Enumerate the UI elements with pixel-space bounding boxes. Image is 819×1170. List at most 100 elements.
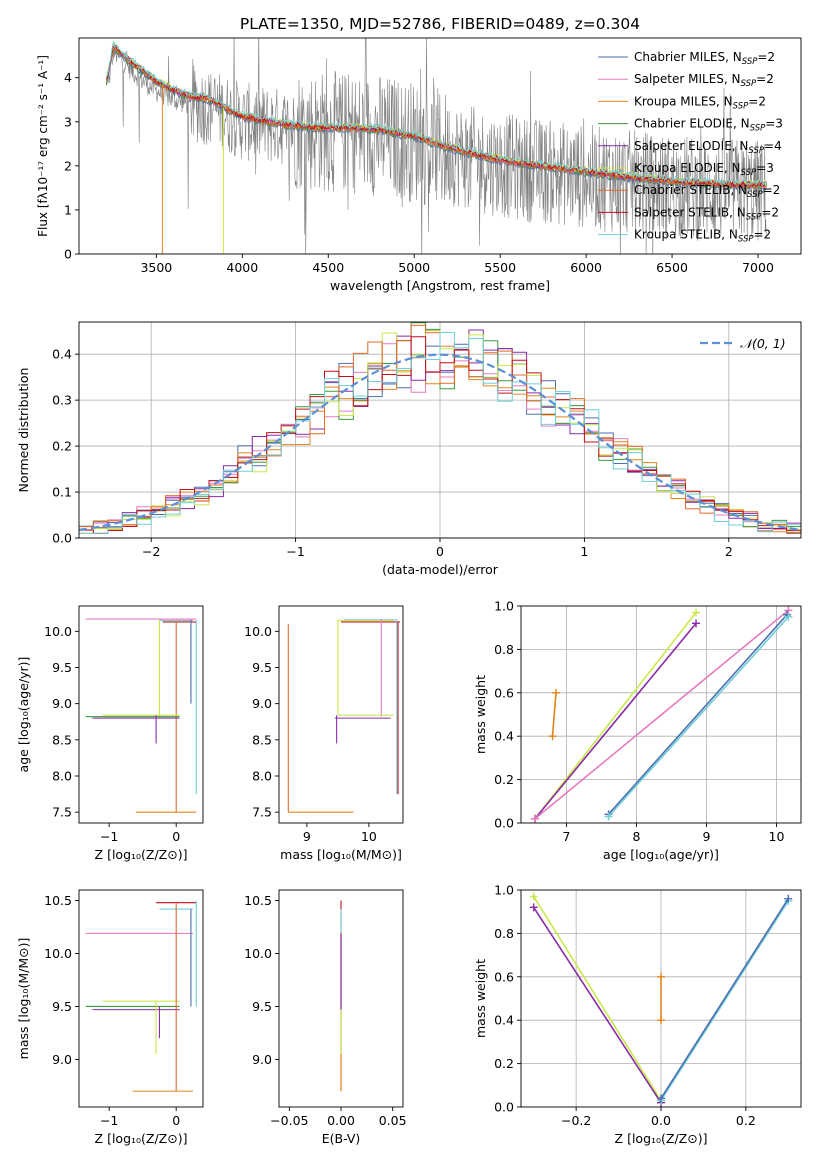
y-tick-label: 9.5: [52, 999, 72, 1014]
weight-marker: [529, 892, 538, 901]
plot-area: [521, 890, 801, 1107]
legend: Chabrier MILES, NSSP=2 Salpeter MILES, NS…: [598, 50, 783, 245]
axes-frame: [78, 889, 204, 1108]
weight-marker: [552, 688, 560, 697]
y-tick-label: 0: [64, 247, 72, 262]
weight-line-5: [551, 692, 557, 737]
x-tick-label: 5000: [398, 260, 430, 275]
y-tick-label: 3: [64, 114, 72, 129]
y-tick-label: 1.0: [494, 599, 514, 614]
x-tick-label: 0.05: [379, 1113, 407, 1128]
x-tick-label: −2: [142, 544, 160, 559]
weight-marker: [604, 812, 613, 821]
y-tick-label: 1: [64, 202, 72, 217]
x-tick-label: 7000: [742, 260, 774, 275]
y-tick-label: 0.0: [52, 531, 72, 546]
weight-line-1: [534, 622, 697, 820]
weight-marker: [657, 1016, 665, 1025]
x-axis-label: age [log₁₀(age/yr)]: [603, 847, 719, 862]
x-tick-label: 10: [361, 829, 377, 844]
y-tick-label: 8.0: [252, 768, 272, 783]
panel-spectrum: Chabrier MILES, NSSP=2 Salpeter MILES, NS…: [36, 37, 802, 293]
axes-frame: [78, 605, 204, 824]
panel-residuals: 𝒩(0, 1) −2 −1 0 1 2 0.0 0.1 0.2 0.3 0.4 (data-model…: [16, 321, 802, 577]
x-tick-label: 5500: [484, 260, 516, 275]
y-tick-label: 8.5: [52, 732, 72, 747]
weight-line-3: [660, 898, 789, 1099]
legend-label: Chabrier STELIB, NSSP=2: [634, 183, 780, 200]
weight-marker: [531, 814, 539, 823]
panel-mass-vs-extinction: −0.05 0.00 0.05 9.0 9.5 10.0 10.5 E(B-V): [244, 889, 407, 1146]
plot-area: [521, 606, 801, 823]
y-tick-label: 0.4: [494, 1013, 514, 1028]
y-tick-label: 1.0: [494, 883, 514, 898]
residual-histogram-7: [79, 336, 801, 534]
weight-marker: [657, 972, 665, 981]
weight-line-0: [533, 896, 662, 1101]
y-tick-label: 10.0: [44, 624, 72, 639]
x-tick-label: 0.00: [327, 1113, 355, 1128]
x-tick-label: 4000: [226, 260, 258, 275]
x-tick-label: 0: [172, 1113, 180, 1128]
x-axis-label: Z [log₁₀(Z/Z⊙)]: [95, 1131, 188, 1146]
weight-marker: [548, 732, 557, 741]
y-tick-label: 0.0: [494, 1100, 514, 1115]
panel-weight-vs-metallicity: −0.2 0.0 0.2 0.0 0.2 0.4 0.6 0.8 1.0 Z [log₁₀(Z/Z…: [473, 883, 802, 1146]
y-tick-label: 0.0: [494, 816, 514, 831]
x-tick-label: −1: [100, 829, 118, 844]
weight-marker: [657, 1094, 665, 1103]
x-axis-label: wavelength [Angstrom, rest frame]: [330, 278, 550, 293]
y-tick-label: 9.5: [52, 660, 72, 675]
y-tick-label: 0.2: [494, 772, 514, 787]
x-tick-label: 9: [703, 829, 711, 844]
y-tick-label: 7.5: [252, 805, 272, 820]
x-tick-label: 3500: [140, 260, 172, 275]
y-tick-label: 8.0: [52, 768, 72, 783]
x-axis-label: Z [log₁₀(Z/Z⊙)]: [615, 1131, 708, 1146]
y-tick-label: 4: [64, 70, 72, 85]
y-tick-label: 7.5: [52, 805, 72, 820]
legend-label: Chabrier ELODIE, NSSP=3: [634, 117, 783, 134]
y-tick-label: 0.3: [52, 393, 72, 408]
weight-line-1: [533, 906, 662, 1104]
weight-marker: [784, 894, 793, 903]
y-tick-label: 10.0: [244, 946, 272, 961]
panel-age-vs-metallicity: −1 0 7.5 8.0 8.5 9.0 9.5 10.0 Z [log₁₀(Z/Z⊙)] age…: [16, 605, 204, 862]
x-tick-label: 6000: [570, 260, 602, 275]
normal-reference-curve: [79, 353, 801, 531]
weight-line-2: [660, 900, 789, 1101]
y-tick-label: 0.1: [52, 485, 72, 500]
y-tick-label: 0.8: [494, 642, 514, 657]
panel-weight-vs-age: 7 8 9 10 0.0 0.2 0.4 0.6 0.8 1.0 age [log₁₀(age/yr…: [473, 599, 802, 862]
model-spectrum-8: [106, 41, 767, 186]
legend-label: Salpeter ELODIE, NSSP=4: [634, 139, 782, 156]
y-tick-label: 0.4: [52, 347, 72, 362]
y-tick-label: 2: [64, 158, 72, 173]
x-tick-label: −1: [100, 1113, 118, 1128]
plot-area: [287, 619, 400, 813]
legend-label: Kroupa ELODIE, NSSP=3: [634, 161, 774, 178]
plot-area: [79, 322, 801, 538]
y-tick-label: 0.2: [52, 439, 72, 454]
panel-age-vs-mass: 9 10 7.5 8.0 8.5 9.0 9.5 10.0 mass [log₁₀(M/M⊙)]: [244, 605, 404, 862]
y-tick-label: 0.8: [494, 926, 514, 941]
axes-frame: [278, 605, 404, 824]
x-axis-label: E(B-V): [322, 1131, 361, 1146]
x-tick-label: 8: [633, 829, 641, 844]
weight-line-2: [534, 609, 789, 820]
y-axis-label: mass weight: [473, 959, 488, 1038]
x-tick-label: 4500: [312, 260, 344, 275]
y-tick-label: 10.5: [244, 893, 272, 908]
x-tick-label: 9: [303, 829, 311, 844]
y-tick-label: 0.2: [494, 1056, 514, 1071]
plot-area: [85, 900, 197, 1092]
plot-area: [106, 38, 768, 254]
legend-label: Kroupa STELIB, NSSP=2: [634, 228, 771, 245]
y-tick-label: 10.0: [44, 946, 72, 961]
y-tick-label: 0.6: [494, 969, 514, 984]
weight-marker: [784, 612, 793, 621]
y-axis-label: Flux [fλ10⁻¹⁷ erg cm⁻² s⁻¹ A⁻¹]: [36, 55, 50, 237]
x-tick-label: 10: [769, 829, 785, 844]
panel-mass-vs-metallicity: −1 0 9.0 9.5 10.0 10.5 Z [log₁₀(Z/Z⊙)] mass [lo…: [16, 889, 204, 1146]
